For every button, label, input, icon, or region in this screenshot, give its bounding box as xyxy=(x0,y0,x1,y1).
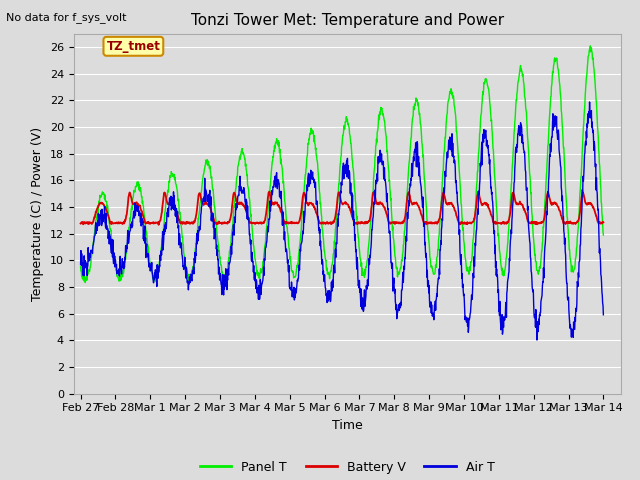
Text: No data for f_sys_volt: No data for f_sys_volt xyxy=(6,12,127,23)
Legend: Panel T, Battery V, Air T: Panel T, Battery V, Air T xyxy=(195,456,499,479)
Title: Tonzi Tower Met: Temperature and Power: Tonzi Tower Met: Temperature and Power xyxy=(191,13,504,28)
Y-axis label: Temperature (C) / Power (V): Temperature (C) / Power (V) xyxy=(31,127,44,300)
X-axis label: Time: Time xyxy=(332,419,363,432)
Text: TZ_tmet: TZ_tmet xyxy=(106,40,160,53)
